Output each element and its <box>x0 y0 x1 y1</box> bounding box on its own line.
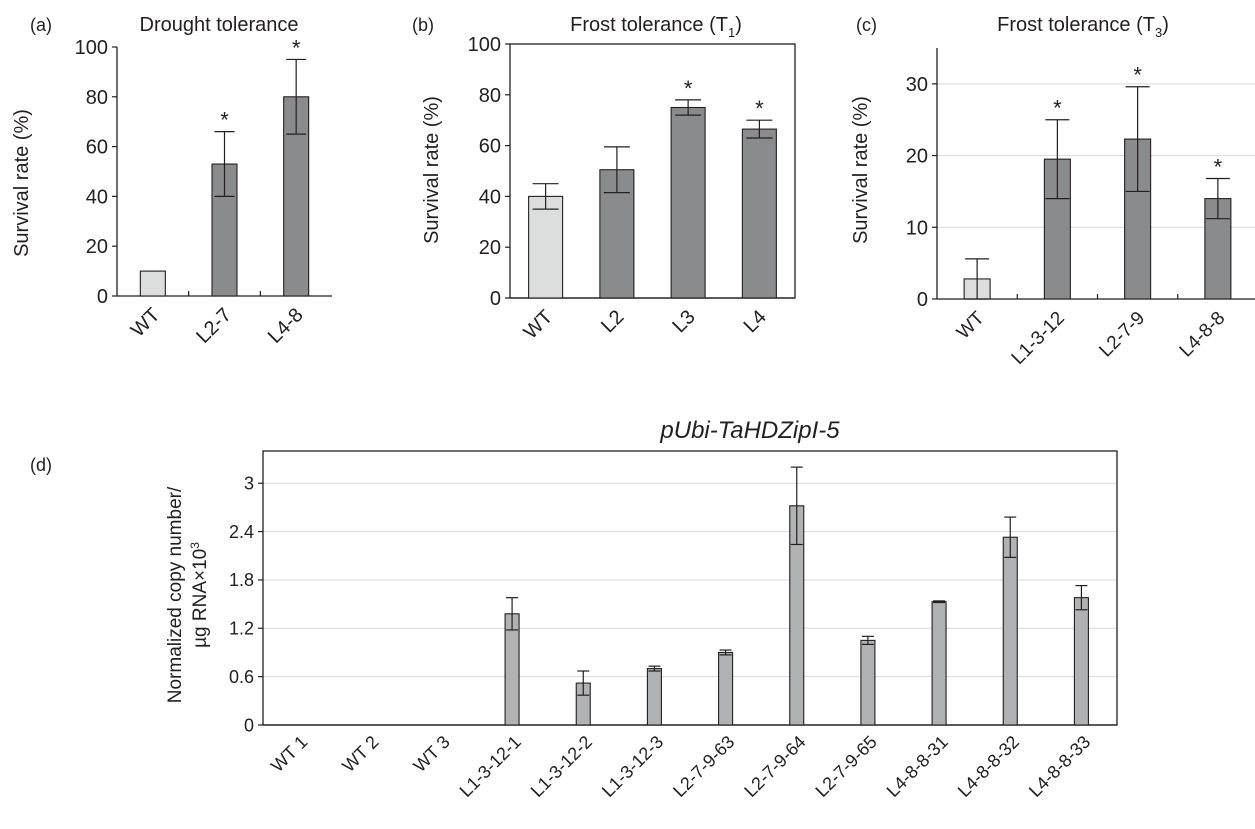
y-tick-label: 1.8 <box>229 570 254 590</box>
significance-asterisk: * <box>1133 63 1142 88</box>
x-category-label: L4-8-8-32 <box>954 732 1023 801</box>
panel-a-label: (a) <box>30 15 52 35</box>
x-category-label: L1-3-12-1 <box>456 732 525 801</box>
panel-b-y-axis-title: Survival rate (%) <box>421 96 443 244</box>
panel-c-y-axis-title: Survival rate (%) <box>850 96 872 244</box>
y-tick-label: 60 <box>479 136 501 158</box>
y-tick-label: 100 <box>75 37 108 59</box>
x-category-label: WT <box>520 306 558 344</box>
x-category-label: L2-7-9-64 <box>740 732 809 801</box>
y-tick-label: 40 <box>479 186 501 208</box>
y-tick-label: 3 <box>244 474 254 494</box>
panel-b-title-main: Frost tolerance (T <box>570 14 728 36</box>
panel-c-title: Frost tolerance (T3) <box>997 14 1169 40</box>
panel-d-label: (d) <box>30 455 52 475</box>
panel-d-y-axis-title-line1: Normalized copy number/ <box>165 486 186 703</box>
panel-c: (c) Frost tolerance (T3) Survival rate (… <box>850 14 1255 369</box>
y-tick-label: 100 <box>468 34 501 56</box>
x-category-label: L4-8-8-31 <box>883 732 952 801</box>
panel-c-label: (c) <box>856 15 877 35</box>
x-category-label: WT 2 <box>338 732 382 776</box>
y-tick-label: 80 <box>479 85 501 107</box>
bar-l4-8-8-32 <box>1002 536 1018 726</box>
panel-c-title-end: ) <box>1162 14 1169 36</box>
x-category-label: L4 <box>740 306 771 337</box>
y-tick-label: 20 <box>906 146 928 168</box>
x-category-label: L2-7-9-65 <box>811 732 880 801</box>
panel-d-y-axis-title-text: µg RNA×10 <box>190 549 211 648</box>
panel-d: (d) pUbi-TaHDZipI-5 Normalized copy numb… <box>30 417 1118 801</box>
bar-wt <box>139 270 166 297</box>
x-category-label: L3 <box>668 306 699 337</box>
panel-a-plot: 0 20 40 60 80 100 WT * L2-7 * L4-8 <box>75 35 332 348</box>
x-category-label: WT <box>127 304 165 342</box>
panel-c-title-main: Frost tolerance (T <box>997 14 1155 36</box>
bar-l4-8-8-33 <box>1073 597 1089 726</box>
x-category-label: WT 1 <box>267 732 311 776</box>
panel-b-title: Frost tolerance (T1) <box>570 14 742 40</box>
panel-c-plot: 0 10 20 30 WT * L1-3-12 * L2-7-9 * L4-8-8 <box>906 48 1255 369</box>
panel-b-title-sub: 1 <box>728 25 735 40</box>
x-category-label: L2-7-9 <box>1095 308 1149 362</box>
y-tick-label: 40 <box>86 186 108 208</box>
panel-b-title-end: ) <box>735 14 742 36</box>
x-category-label: L2-7 <box>192 304 236 348</box>
bar-l4 <box>741 128 777 299</box>
panel-d-title: pUbi-TaHDZipI-5 <box>659 417 840 444</box>
significance-asterisk: * <box>292 35 301 60</box>
y-tick-label: 60 <box>86 137 108 159</box>
x-category-label: L1-3-12-3 <box>598 732 667 801</box>
x-category-label: L4-8-8 <box>1176 308 1230 362</box>
y-tick-label: 0 <box>244 715 254 735</box>
bar-l4-8 <box>283 96 310 297</box>
panel-a-y-axis-title: Survival rate (%) <box>11 109 33 257</box>
y-tick-label: 1.2 <box>229 619 254 639</box>
x-category-label: WT 3 <box>409 732 453 776</box>
x-category-label: L2 <box>597 306 628 337</box>
x-category-label: L4-8-8-33 <box>1025 732 1094 801</box>
plot-frame <box>262 450 1118 726</box>
significance-asterisk: * <box>220 108 229 133</box>
x-category-label: WT <box>953 307 989 343</box>
significance-asterisk: * <box>1053 96 1062 121</box>
y-tick-label: 2.4 <box>229 522 254 542</box>
panel-a: (a) Drought tolerance Survival rate (%) … <box>11 14 332 348</box>
y-tick-label: 20 <box>479 237 501 259</box>
bar-l1-3-12-3 <box>646 668 662 726</box>
y-tick-label: 0 <box>97 286 108 308</box>
panel-b-label: (b) <box>412 15 434 35</box>
bar-l4-8-8-31 <box>931 601 947 726</box>
y-tick-label: 0 <box>917 289 928 311</box>
x-category-label: L1-3-12-2 <box>527 732 596 801</box>
panel-b: (b) Frost tolerance (T1) Survival rate (… <box>412 14 796 344</box>
panel-a-title: Drought tolerance <box>140 14 299 36</box>
panel-d-y-axis-title-sup: 3 <box>188 542 202 549</box>
x-category-label: L1-3-12 <box>1008 308 1069 369</box>
y-tick-label: 10 <box>906 217 928 239</box>
y-tick-label: 0.6 <box>229 667 254 687</box>
y-tick-label: 30 <box>906 74 928 96</box>
x-category-label: L2-7-9-63 <box>669 732 738 801</box>
y-tick-label: 20 <box>86 236 108 258</box>
significance-asterisk: * <box>755 96 764 121</box>
panel-c-title-sub: 3 <box>1155 25 1162 40</box>
significance-asterisk: * <box>1214 155 1223 180</box>
y-tick-label: 80 <box>86 87 108 109</box>
bar-l3 <box>670 106 706 299</box>
bar-l2-7-9-65 <box>860 639 876 726</box>
bar-l2-7-9-63 <box>718 651 734 726</box>
bar-wt <box>528 195 564 299</box>
significance-asterisk: * <box>684 76 693 101</box>
x-category-label: L4-8 <box>264 304 308 348</box>
panel-b-plot: 0 20 40 60 80 100 WT L2 * L3 * L4 <box>468 34 796 344</box>
panel-d-y-axis-title-line2: µg RNA×103 <box>188 542 211 648</box>
y-tick-label: 0 <box>490 288 501 310</box>
